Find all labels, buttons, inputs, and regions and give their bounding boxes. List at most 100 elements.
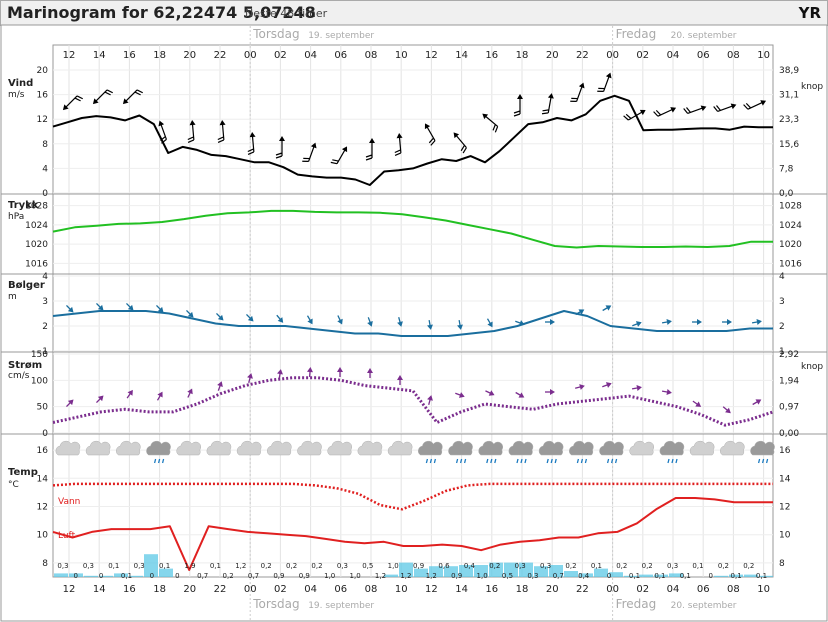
rain-cloud-icon: [599, 440, 624, 464]
cloud-icon: [689, 440, 715, 456]
pressure-tick: 1016: [25, 259, 48, 269]
precip-bar: [144, 554, 158, 577]
precip-label: 0,9: [413, 562, 424, 570]
wave-direction-arrow: [126, 303, 134, 311]
precip-label: 0,5: [362, 562, 373, 570]
cloud-icon: [267, 440, 292, 456]
wind-knop-tick: 38,9: [779, 66, 799, 76]
time-tick-bottom: 02: [636, 584, 649, 595]
wind-barb: [92, 89, 113, 105]
time-tick-top: 04: [304, 50, 317, 61]
wind-tick: 20: [37, 66, 49, 76]
wind-barb: [365, 138, 375, 161]
temperature-right-tick: 8: [779, 559, 785, 569]
time-tick-top: 14: [455, 50, 468, 61]
precip-bar: [519, 562, 533, 577]
time-tick-top: 16: [123, 50, 136, 61]
yr-logo[interactable]: YR: [798, 4, 821, 22]
wave-direction-arrow: [722, 319, 732, 325]
wind-barb: [394, 133, 403, 157]
wave-direction-arrow: [457, 319, 463, 330]
precip-bar: [459, 565, 473, 577]
temperature-right-tick: 14: [779, 474, 791, 484]
wave-direction-arrow: [306, 315, 313, 325]
wave-direction-arrow: [661, 319, 672, 325]
time-tick-top: 14: [93, 50, 106, 61]
wind-knop-tick: 15,6: [779, 140, 799, 150]
current-tick: 100: [31, 376, 48, 386]
waves-tick: 3: [42, 297, 48, 307]
wind-barb: [302, 142, 317, 162]
time-tick-bottom: 10: [395, 584, 408, 595]
precip-bar: [99, 575, 113, 577]
time-tick-top: 18: [516, 50, 529, 61]
current-direction-arrow: [722, 406, 731, 414]
wind-barb: [482, 113, 499, 133]
wave-direction-arrow: [602, 305, 612, 312]
wind-tick: 12: [37, 115, 48, 125]
cloud-icon: [629, 440, 655, 456]
wave-direction-arrow: [186, 310, 194, 318]
wave-direction-arrow: [156, 305, 164, 313]
precip-bar: [579, 573, 593, 577]
precip-bar: [744, 574, 758, 577]
chart-frame: [0, 24, 828, 622]
precip-label: 0,4: [578, 572, 590, 580]
precip-label: 0,1: [108, 562, 119, 570]
precip-bar: [489, 562, 503, 577]
precip-label: 0,3: [134, 562, 145, 570]
wave-height-line: [52, 310, 773, 337]
waves-label: Bølger: [8, 280, 45, 291]
precip-bar: [594, 568, 608, 577]
precip-label: 0: [708, 572, 712, 580]
current-direction-arrow: [575, 384, 585, 390]
cloud-icon: [720, 440, 745, 456]
precip-label: 0,2: [743, 562, 754, 570]
current-direction-arrow: [661, 389, 672, 395]
wind-barb: [570, 82, 585, 102]
precip-label: 0,1: [654, 572, 665, 580]
current-direction-arrow: [277, 369, 283, 380]
wave-direction-arrow: [427, 319, 433, 330]
temperature-unit: °C: [8, 480, 19, 490]
pressure-tick: 1028: [25, 202, 48, 212]
temperature-tick: 8: [42, 559, 48, 569]
wind-barb: [597, 72, 612, 92]
precip-bar: [654, 574, 668, 577]
precip-bar: [54, 573, 68, 577]
precip-bar: [474, 565, 488, 577]
day-label-bottom: Torsdag: [252, 597, 299, 611]
wave-direction-arrow: [216, 313, 224, 321]
precip-bar: [84, 575, 98, 577]
time-tick-top: 00: [606, 50, 619, 61]
pressure-tick: 1020: [25, 240, 48, 250]
precip-label: 0,9: [273, 572, 284, 580]
rain-cloud-icon: [146, 440, 171, 464]
precip-bar: [759, 575, 773, 577]
time-tick-bottom: 00: [244, 584, 257, 595]
current-direction-arrow: [631, 385, 642, 391]
wind-tick: 16: [37, 91, 49, 101]
current-knop-tick: 1,94: [779, 376, 799, 386]
cloud-icon: [297, 440, 322, 456]
current-direction-arrow: [187, 388, 193, 398]
wind-barb: [122, 89, 143, 105]
wave-direction-arrow: [545, 319, 555, 325]
time-tick-bottom: 00: [606, 584, 619, 595]
precip-bar: [129, 575, 143, 577]
wave-direction-arrow: [692, 319, 702, 325]
wind-knop-tick: 31,1: [779, 91, 799, 101]
precip-bar: [159, 568, 173, 577]
pressure-line: [52, 209, 773, 249]
precip-label: 0,1: [591, 562, 602, 570]
precip-label: 1,0: [350, 572, 361, 580]
wave-direction-arrow: [397, 317, 403, 327]
wind-knop-tick: 7,8: [779, 164, 794, 174]
precip-label: 1,9: [184, 562, 195, 570]
time-tick-top: 12: [63, 50, 76, 61]
time-tick-top: 20: [546, 50, 559, 61]
current-tick: 150: [31, 350, 48, 360]
current-speed-line: [52, 376, 774, 427]
wind-tick: 0: [42, 189, 48, 199]
